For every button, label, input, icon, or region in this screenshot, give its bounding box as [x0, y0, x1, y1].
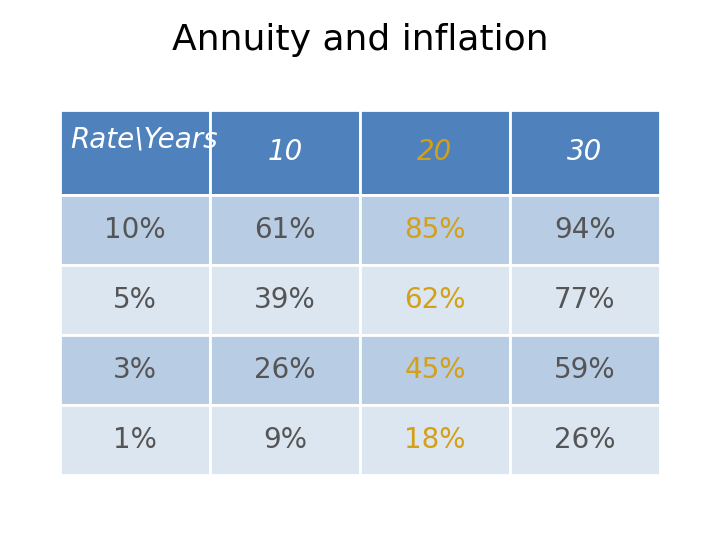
- Bar: [510, 265, 660, 335]
- Bar: [210, 335, 360, 405]
- Text: 9%: 9%: [263, 426, 307, 454]
- Text: 26%: 26%: [254, 356, 316, 384]
- Bar: [60, 195, 210, 265]
- Text: 20: 20: [418, 138, 453, 166]
- Bar: [510, 405, 660, 475]
- Bar: [510, 110, 660, 195]
- Text: Rate\Years: Rate\Years: [70, 126, 217, 154]
- Text: 30: 30: [567, 138, 603, 166]
- Bar: [360, 405, 510, 475]
- Bar: [510, 195, 660, 265]
- Bar: [210, 195, 360, 265]
- Text: 39%: 39%: [254, 286, 316, 314]
- Bar: [210, 110, 360, 195]
- Text: 26%: 26%: [554, 426, 616, 454]
- Bar: [60, 110, 210, 195]
- Text: Annuity and inflation: Annuity and inflation: [171, 23, 549, 57]
- Text: 77%: 77%: [554, 286, 616, 314]
- Bar: [210, 265, 360, 335]
- Text: 5%: 5%: [113, 286, 157, 314]
- Bar: [60, 335, 210, 405]
- Bar: [60, 265, 210, 335]
- Bar: [360, 110, 510, 195]
- Text: 62%: 62%: [404, 286, 466, 314]
- Text: 61%: 61%: [254, 216, 316, 244]
- Text: 18%: 18%: [404, 426, 466, 454]
- Text: 10: 10: [267, 138, 302, 166]
- Bar: [60, 405, 210, 475]
- Text: 94%: 94%: [554, 216, 616, 244]
- Bar: [360, 265, 510, 335]
- Bar: [360, 195, 510, 265]
- Bar: [360, 335, 510, 405]
- Text: 59%: 59%: [554, 356, 616, 384]
- Text: 45%: 45%: [404, 356, 466, 384]
- Bar: [210, 405, 360, 475]
- Text: 85%: 85%: [404, 216, 466, 244]
- Text: 3%: 3%: [113, 356, 157, 384]
- Text: 10%: 10%: [104, 216, 166, 244]
- Bar: [510, 335, 660, 405]
- Text: 1%: 1%: [113, 426, 157, 454]
